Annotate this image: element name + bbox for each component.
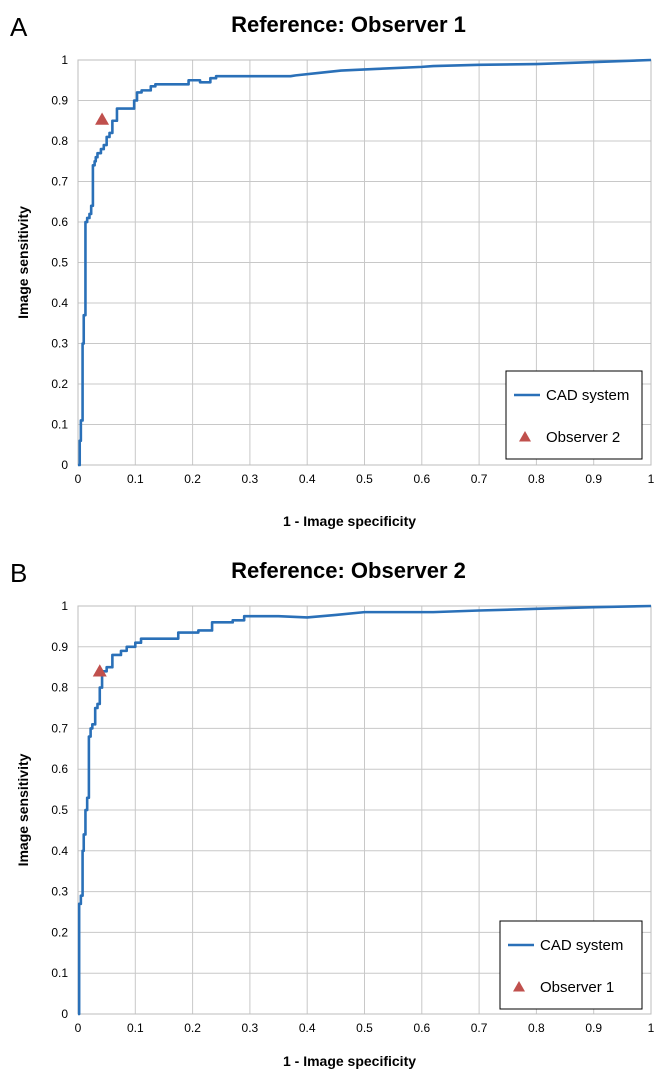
chart-b-legend-box <box>499 920 643 1010</box>
chart-b-ytick-label-0: 0 <box>61 1007 68 1021</box>
chart-a-xtick-label-7: 0.7 <box>471 472 488 486</box>
chart-b-ytick-label-5: 0.5 <box>51 803 68 817</box>
chart-a-ytick-label-6: 0.6 <box>51 215 68 229</box>
chart-b-ytick-label-1: 0.1 <box>51 966 68 980</box>
chart-a-plot-area <box>77 59 652 466</box>
chart-a-title: Reference: Observer 1 <box>231 12 466 37</box>
chart-a-xtick-label-6: 0.6 <box>413 472 430 486</box>
chart-b-panel-letter: B <box>10 558 27 588</box>
chart-a-legend-label-1: Observer 2 <box>546 429 620 446</box>
chart-b-xtick-label-0: 0 <box>75 1021 82 1035</box>
chart-b-xtick-label-3: 0.3 <box>242 1021 259 1035</box>
chart-a-ytick-label-8: 0.8 <box>51 134 68 148</box>
chart-b-title: Reference: Observer 2 <box>231 558 466 583</box>
chart-b-ytick-label-8: 0.8 <box>51 681 68 695</box>
chart-b-legend-label-0: CAD system <box>540 937 623 954</box>
chart-b-ytick-label-7: 0.7 <box>51 721 68 735</box>
chart-b-xtick-label-7: 0.7 <box>471 1021 488 1035</box>
chart-b-xtick-label-2: 0.2 <box>184 1021 201 1035</box>
chart-b-legend: CAD system Observer 1 <box>499 920 643 1010</box>
chart-a-ytick-label-2: 0.2 <box>51 377 68 391</box>
chart-b-ytick-label-6: 0.6 <box>51 762 68 776</box>
chart-b-xtick-label-4: 0.4 <box>299 1021 316 1035</box>
chart-b-ytick-label-10: 1 <box>61 599 68 613</box>
chart-b-xtick-label-9: 0.9 <box>585 1021 602 1035</box>
chart-a-x-axis-label: 1 - Image specificity <box>283 513 416 529</box>
chart-b-ytick-label-2: 0.2 <box>51 925 68 939</box>
chart-a-legend: CAD system Observer 2 <box>505 370 643 460</box>
chart-a-ytick-label-5: 0.5 <box>51 256 68 270</box>
chart-b-ytick-label-9: 0.9 <box>51 640 68 654</box>
chart-a-xtick-label-10: 1 <box>648 472 655 486</box>
chart-b-series-cad-line <box>77 604 652 1016</box>
chart-a-ytick-label-1: 0.1 <box>51 418 68 432</box>
chart-panel-b: B Reference: Observer 2 0 0.1 0.2 0.3 0.4 0.5 0.… <box>0 548 665 1079</box>
chart-b-ytick-label-4: 0.4 <box>51 844 68 858</box>
chart-b-plot-area <box>77 605 652 1015</box>
chart-a-xtick-label-3: 0.3 <box>242 472 259 486</box>
chart-a-y-axis-label: Image sensitivity <box>15 206 31 319</box>
chart-a-xtick-label-2: 0.2 <box>184 472 201 486</box>
chart-a-ytick-label-0: 0 <box>61 458 68 472</box>
chart-b-legend-label-1: Observer 1 <box>540 979 614 996</box>
chart-a-ytick-label-4: 0.4 <box>51 296 68 310</box>
chart-a-ytick-label-10: 1 <box>61 53 68 67</box>
chart-b-xtick-label-10: 1 <box>648 1021 655 1035</box>
chart-a-legend-box <box>505 370 643 460</box>
roc-chart-a: A Reference: Observer 1 0 0.1 0.2 0.3 0.4 0.5 0.… <box>10 12 655 529</box>
chart-a-xtick-label-0: 0 <box>75 472 82 486</box>
roc-chart-b: B Reference: Observer 2 0 0.1 0.2 0.3 0.4 0.5 0.… <box>10 558 655 1069</box>
chart-b-xtick-label-1: 0.1 <box>127 1021 144 1035</box>
chart-a-xtick-label-5: 0.5 <box>356 472 373 486</box>
chart-a-xtick-label-8: 0.8 <box>528 472 545 486</box>
chart-a-legend-triangle-swatch <box>519 431 531 442</box>
chart-a-observer-marker <box>95 112 110 125</box>
chart-b-y-axis-label: Image sensitivity <box>15 753 31 866</box>
chart-b-xtick-label-6: 0.6 <box>413 1021 430 1035</box>
chart-a-ytick-label-9: 0.9 <box>51 94 68 108</box>
chart-panel-a: A Reference: Observer 1 0 0.1 0.2 0.3 0.4 0.5 0.… <box>10 12 655 529</box>
chart-b-observer-marker <box>92 664 107 677</box>
chart-a-legend-label-0: CAD system <box>546 387 629 404</box>
chart-a-ytick-label-3: 0.3 <box>51 337 68 351</box>
chart-b-x-axis-label: 1 - Image specificity <box>283 1053 416 1069</box>
chart-a-panel-letter: A <box>10 12 28 42</box>
chart-a-xtick-label-9: 0.9 <box>585 472 602 486</box>
chart-b-xtick-label-8: 0.8 <box>528 1021 545 1035</box>
chart-a-series-cad-line <box>78 58 652 467</box>
chart-a-xtick-label-4: 0.4 <box>299 472 316 486</box>
chart-b-ytick-label-3: 0.3 <box>51 885 68 899</box>
chart-a-ytick-label-7: 0.7 <box>51 175 68 189</box>
chart-a-xtick-label-1: 0.1 <box>127 472 144 486</box>
chart-b-legend-triangle-swatch <box>513 981 525 992</box>
chart-b-xtick-label-5: 0.5 <box>356 1021 373 1035</box>
